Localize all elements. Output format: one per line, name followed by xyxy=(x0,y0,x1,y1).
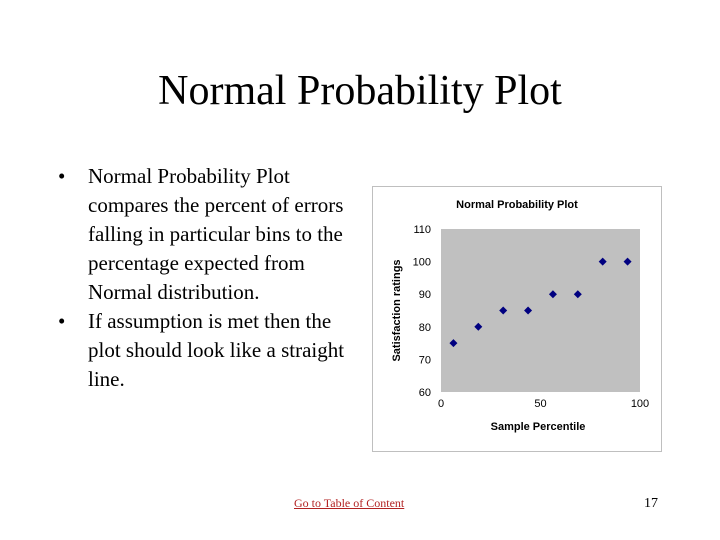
y-tick-label: 110 xyxy=(413,224,431,236)
slide-title: Normal Probability Plot xyxy=(158,68,562,114)
data-point xyxy=(449,339,458,348)
x-axis-ticks: 0 50 100 xyxy=(438,398,649,410)
bullet-marker: • xyxy=(58,164,66,188)
data-point xyxy=(548,290,557,299)
data-point xyxy=(524,306,533,315)
data-point xyxy=(499,306,508,315)
data-points xyxy=(449,257,632,348)
y-tick-label: 80 xyxy=(419,322,431,334)
data-point xyxy=(573,290,582,299)
y-tick-label: 70 xyxy=(419,354,431,366)
y-axis-label: Satisfaction ratings xyxy=(391,259,403,361)
data-point xyxy=(598,257,607,266)
data-point xyxy=(623,257,632,266)
chart-frame: Normal Probability Plot 60 70 80 90 100 110 0… xyxy=(372,186,662,452)
y-tick-label: 100 xyxy=(413,257,431,269)
bullet-text: Normal Probability Plot compares the per… xyxy=(88,164,344,304)
data-point xyxy=(474,322,483,331)
x-tick-label: 50 xyxy=(534,398,546,410)
page-number: 17 xyxy=(644,496,658,511)
y-tick-label: 90 xyxy=(419,289,431,301)
bullet-item: • If assumption is met then the plot sho… xyxy=(58,307,358,394)
y-axis-ticks: 60 70 80 90 100 110 xyxy=(413,224,431,399)
bullet-marker: • xyxy=(58,309,66,333)
x-tick-label: 100 xyxy=(631,398,649,410)
chart-title: Normal Probability Plot xyxy=(456,199,578,211)
plot-area xyxy=(441,229,640,392)
y-tick-label: 60 xyxy=(419,387,431,399)
normal-probability-chart: Normal Probability Plot 60 70 80 90 100 110 0… xyxy=(391,199,649,433)
x-tick-label: 0 xyxy=(438,398,444,410)
bullet-text: If assumption is met then the plot shoul… xyxy=(88,309,345,391)
bullet-item: • Normal Probability Plot compares the p… xyxy=(58,162,358,307)
bullet-list: • Normal Probability Plot compares the p… xyxy=(58,162,358,394)
table-of-content-link[interactable]: Go to Table of Content xyxy=(294,496,405,510)
x-axis-label: Sample Percentile xyxy=(491,421,586,433)
